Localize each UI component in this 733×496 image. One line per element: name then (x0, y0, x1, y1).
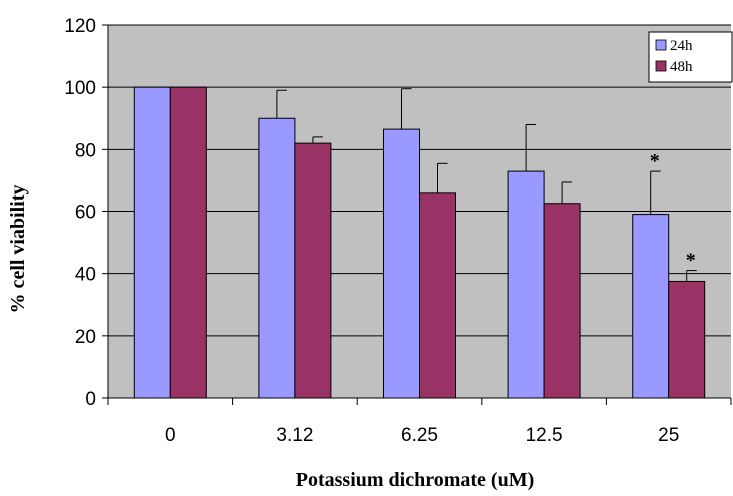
legend-label-48h: 48h (670, 59, 693, 75)
legend: 24h 48h (648, 31, 733, 83)
bar-24h-6.25 (383, 128, 420, 399)
bar-48h-0 (169, 86, 207, 399)
y-tick-label: 20 (75, 327, 96, 348)
x-tick-label: 3.12 (276, 425, 313, 446)
x-tick-label: 0 (165, 425, 176, 446)
y-tick-label: 80 (75, 140, 96, 161)
legend-swatch-48h (655, 60, 667, 72)
bar-24h-12.5 (507, 170, 545, 399)
significance-mark-24h-25: * (650, 150, 660, 172)
y-axis-title: % cell viability (7, 185, 29, 314)
significance-marks-group: ** (650, 150, 696, 271)
axes-group (102, 24, 732, 405)
x-tick-label: 12.5 (526, 425, 563, 446)
y-tick-label: 0 (85, 389, 96, 410)
bar-48h-3.12 (294, 142, 332, 399)
x-tick-label: 25 (658, 425, 679, 446)
significance-mark-48h-25: * (686, 250, 696, 272)
y-tick-label: 60 (75, 203, 96, 224)
y-tick-label: 120 (64, 16, 96, 37)
bar-24h-25 (632, 214, 670, 399)
bar-24h-0 (133, 86, 171, 399)
error-bars-group (276, 88, 697, 282)
bar-48h-25 (668, 280, 706, 399)
bar-48h-6.25 (419, 192, 456, 399)
x-axis-title: Potassium dichromate (uM) (296, 469, 535, 491)
legend-label-24h: 24h (670, 38, 693, 54)
x-tick-labels: 0 3.12 6.25 12.5 25 (165, 425, 679, 446)
bars-group (133, 86, 706, 399)
y-tick-label: 100 (64, 78, 96, 99)
y-tick-label: 40 (75, 265, 96, 286)
x-tick-label: 6.25 (401, 425, 438, 446)
y-tick-labels: 0 20 40 60 80 100 120 (64, 16, 96, 410)
legend-swatch-24h (655, 39, 667, 51)
bar-48h-12.5 (543, 203, 581, 399)
bar-24h-3.12 (258, 117, 296, 399)
